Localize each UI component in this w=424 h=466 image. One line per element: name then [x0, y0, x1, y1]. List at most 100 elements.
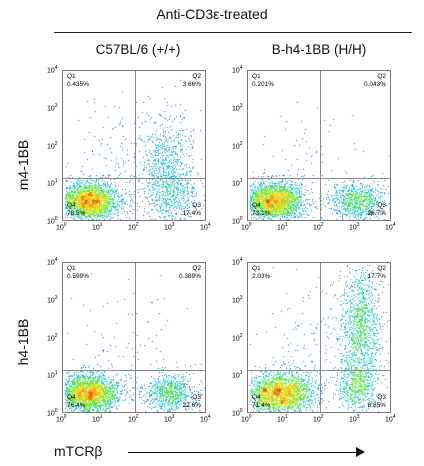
x-tick-label: 100 — [56, 414, 67, 424]
quadrant-label-q2: Q2 0.389% — [178, 265, 201, 280]
y-tick-label: 103 — [47, 294, 58, 305]
flow-plot-panel: Q1 0.201% Q2 0.043% Q4 73.1% Q3 26.7% — [247, 70, 391, 221]
quadrant-percent: 0.043% — [363, 80, 386, 88]
quadrant-label-q1: Q1 0.435% — [67, 73, 90, 88]
x-axis-arrowhead — [356, 447, 365, 457]
quadrant-percent: 17.4% — [182, 209, 201, 217]
row-label-m4-1bb: m4-1BB — [15, 139, 31, 191]
x-tick-label: 104 — [200, 222, 211, 232]
quadrant-name: Q3 — [192, 394, 201, 401]
row-label-h4-1bb: h4-1BB — [15, 318, 31, 366]
x-tick-label: 104 — [385, 414, 396, 424]
quadrant-label-q3: Q3 22.6% — [182, 394, 201, 409]
quadrant-label-q2: Q2 3.66% — [182, 73, 201, 88]
quadrant-name: Q4 — [252, 202, 261, 209]
quadrant-label-q3: Q3 8.85% — [367, 394, 386, 409]
chart-title: Anti-CD3ε-treated — [156, 6, 268, 22]
quadrant-percent: 26.7% — [367, 209, 386, 217]
quadrant-label-q3: Q3 26.7% — [367, 202, 386, 217]
gate-horizontal-line — [63, 178, 205, 179]
x-tick-label: 103 — [164, 222, 175, 232]
y-tick-label: 104 — [232, 65, 243, 75]
quadrant-label-q4: Q4 78.5% — [67, 202, 86, 217]
y-tick-label: 101 — [232, 178, 243, 188]
x-axis-arrow — [128, 452, 360, 453]
y-tick-label: 103 — [47, 102, 58, 113]
quadrant-percent: 3.66% — [182, 80, 201, 88]
x-tick-label: 104 — [200, 414, 211, 424]
y-tick-label: 104 — [232, 257, 243, 267]
quadrant-percent: 0.201% — [252, 80, 275, 88]
quadrant-name: Q1 — [67, 265, 76, 272]
x-tick-label: 101 — [277, 222, 288, 232]
quadrant-percent: 0.599% — [67, 272, 90, 280]
quadrant-label-q2: Q2 0.043% — [363, 73, 386, 88]
y-tick-label: 104 — [47, 257, 58, 267]
quadrant-name: Q3 — [377, 394, 386, 401]
quadrant-name: Q4 — [67, 394, 76, 401]
x-tick-label: 104 — [385, 222, 396, 232]
flow-plot-panel: Q1 0.435% Q2 3.66% Q4 78.5% Q3 17.4% — [62, 70, 206, 221]
quadrant-percent: 17.7% — [367, 272, 386, 280]
y-tick-label: 101 — [47, 178, 58, 188]
quadrant-name: Q1 — [252, 73, 261, 80]
y-tick-label: 100 — [232, 216, 243, 226]
flow-density-dots — [63, 263, 205, 412]
x-tick-label: 103 — [164, 414, 175, 424]
gate-vertical-line — [135, 71, 136, 220]
x-tick-label: 101 — [277, 414, 288, 424]
x-tick-label: 101 — [92, 414, 103, 424]
x-tick-label: 103 — [349, 222, 360, 232]
y-tick-label: 102 — [232, 332, 243, 342]
x-tick-label: 100 — [56, 222, 67, 232]
quadrant-label-q4: Q4 73.1% — [252, 202, 271, 217]
y-tick-label: 100 — [232, 408, 243, 418]
quadrant-percent: 2.03% — [252, 272, 271, 280]
quadrant-name: Q2 — [377, 73, 386, 80]
x-tick-label: 102 — [128, 222, 139, 232]
y-tick-label: 102 — [232, 140, 243, 150]
quadrant-label-q1: Q1 0.201% — [252, 73, 275, 88]
quadrant-percent: 73.1% — [252, 209, 271, 217]
quadrant-name: Q2 — [192, 265, 201, 272]
quadrant-name: Q3 — [377, 202, 386, 209]
quadrant-label-q3: Q3 17.4% — [182, 202, 201, 217]
quadrant-percent: 22.6% — [182, 401, 201, 409]
y-tick-label: 104 — [47, 65, 58, 75]
flow-density-dots — [248, 71, 390, 220]
quadrant-name: Q2 — [192, 73, 201, 80]
quadrant-percent: 76.4% — [67, 401, 86, 409]
quadrant-name: Q1 — [67, 73, 76, 80]
y-tick-label: 101 — [47, 370, 58, 380]
quadrant-name: Q3 — [192, 202, 201, 209]
x-tick-label: 100 — [241, 222, 252, 232]
quadrant-percent: 78.5% — [67, 209, 86, 217]
gate-vertical-line — [320, 263, 321, 412]
y-tick-label: 100 — [47, 408, 58, 418]
quadrant-label-q2: Q2 17.7% — [367, 265, 386, 280]
x-tick-label: 100 — [241, 414, 252, 424]
quadrant-percent: 0.435% — [67, 80, 90, 88]
gate-horizontal-line — [248, 178, 390, 179]
y-tick-label: 103 — [232, 294, 243, 305]
x-tick-label: 102 — [128, 414, 139, 424]
y-tick-label: 103 — [232, 102, 243, 113]
quadrant-name: Q4 — [252, 394, 261, 401]
quadrant-name: Q1 — [252, 265, 261, 272]
quadrant-label-q1: Q1 2.03% — [252, 265, 271, 280]
quadrant-percent: 0.389% — [178, 272, 201, 280]
x-axis-label: mTCRβ — [54, 443, 103, 459]
quadrant-label-q1: Q1 0.599% — [67, 265, 90, 280]
x-tick-label: 103 — [349, 414, 360, 424]
y-tick-label: 100 — [47, 216, 58, 226]
x-tick-label: 101 — [92, 222, 103, 232]
y-tick-label: 101 — [232, 370, 243, 380]
quadrant-label-q4: Q4 71.4% — [252, 394, 270, 409]
flow-plot-panel: Q1 0.599% Q2 0.389% Q4 76.4% Q3 22.6% — [62, 262, 206, 413]
quadrant-percent: 8.85% — [367, 401, 386, 409]
column-label-h4-1bb: B-h4-1BB (H/H) — [271, 42, 367, 57]
flow-plot-panel: Q1 2.03% Q2 17.7% Q4 71.4% Q3 8.85% — [247, 262, 391, 413]
gate-vertical-line — [135, 263, 136, 412]
column-label-c57bl6: C57BL/6 (+/+) — [95, 42, 181, 57]
x-tick-label: 102 — [313, 222, 324, 232]
